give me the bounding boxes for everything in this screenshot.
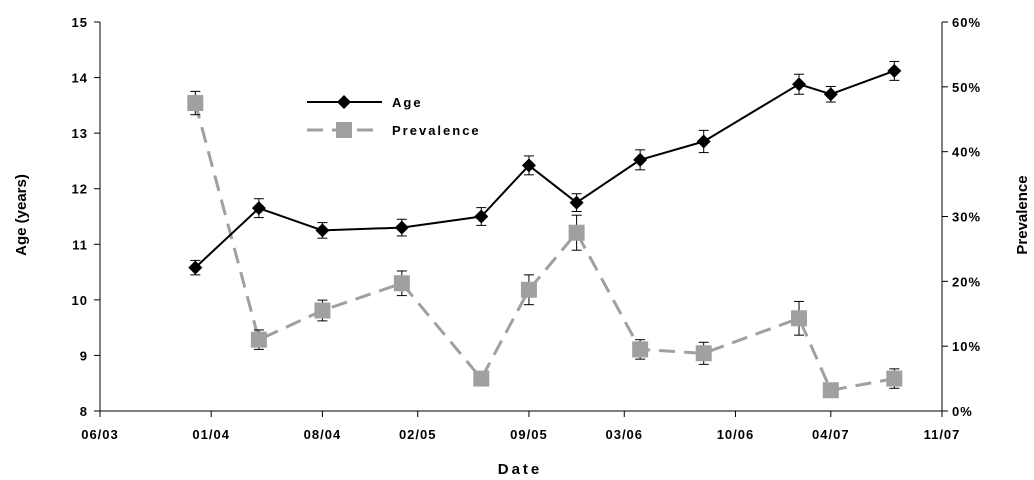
y-tick-label: 8 xyxy=(80,404,88,419)
y-tick-label: 14 xyxy=(72,71,88,86)
prevalence-point xyxy=(250,331,267,348)
prevalence-point xyxy=(632,341,649,358)
y2-tick-label: 0% xyxy=(952,404,973,419)
age-point xyxy=(633,152,648,167)
legend-item-age: Age xyxy=(307,95,423,110)
age-line xyxy=(194,69,895,269)
x-tick-label: 03/06 xyxy=(605,427,643,442)
y2-tick-label: 60% xyxy=(952,15,981,30)
x-tick-label: 01/04 xyxy=(192,427,230,442)
y2-tick-label: 50% xyxy=(952,80,981,95)
prevalence-point xyxy=(520,281,537,298)
age-point xyxy=(474,209,489,224)
prevalence-point xyxy=(886,370,903,387)
y-tick-label: 13 xyxy=(72,126,88,141)
y-tick-label: 15 xyxy=(72,15,88,30)
y-tick-label: 12 xyxy=(72,182,88,197)
legend: Age Prevalence xyxy=(307,95,481,138)
prevalence-point xyxy=(568,224,585,241)
age-point xyxy=(823,87,838,102)
x-tick-label: 11/07 xyxy=(924,427,961,442)
prevalence-point xyxy=(473,370,490,387)
y-tick-label: 9 xyxy=(80,348,88,363)
age-point xyxy=(792,77,807,92)
age-point xyxy=(887,63,902,78)
legend-label-age: Age xyxy=(392,95,423,110)
prevalence-line xyxy=(193,102,895,392)
age-point xyxy=(315,223,330,238)
series-layer xyxy=(187,60,903,399)
y2-tick-label: 30% xyxy=(952,210,981,225)
x-tick-label: 02/05 xyxy=(399,427,437,442)
y2-tick-label: 10% xyxy=(952,339,981,354)
age-point xyxy=(521,158,536,173)
x-axis-title: Date xyxy=(498,461,543,478)
x-tick-label: 09/05 xyxy=(510,427,548,442)
age-point xyxy=(394,220,409,235)
age-point xyxy=(251,201,266,216)
y2-axis-title: Prevalence xyxy=(1014,175,1031,254)
x-tick-label: 08/04 xyxy=(304,427,342,442)
prevalence-point xyxy=(314,302,331,319)
age-point xyxy=(569,195,584,210)
series-age xyxy=(188,60,902,276)
x-tick-label: 06/03 xyxy=(81,427,119,442)
series-prevalence xyxy=(187,90,903,399)
axes: 8 9 10 11 12 13 14 15 0% 10% 20% 30% 40% 50% 60% 06/03 0… xyxy=(72,15,981,442)
x-tick-label: 10/06 xyxy=(717,427,755,442)
prevalence-point xyxy=(695,345,712,362)
legend-marker-prevalence xyxy=(336,122,352,138)
prevalence-point xyxy=(791,310,808,327)
prevalence-point xyxy=(822,382,839,399)
legend-label-prevalence: Prevalence xyxy=(392,123,481,138)
y-tick-label: 10 xyxy=(72,293,88,308)
y-tick-label: 11 xyxy=(72,237,88,252)
y-axis-title: Age (years) xyxy=(13,174,30,256)
prevalence-point xyxy=(393,275,410,292)
legend-marker-age xyxy=(337,95,351,109)
x-tick-label: 04/07 xyxy=(812,427,850,442)
prevalence-point xyxy=(187,95,204,112)
age-point xyxy=(696,134,711,149)
legend-item-prevalence: Prevalence xyxy=(307,122,481,138)
y2-tick-label: 40% xyxy=(952,145,981,160)
age-point xyxy=(188,260,203,275)
y2-tick-label: 20% xyxy=(952,274,981,289)
